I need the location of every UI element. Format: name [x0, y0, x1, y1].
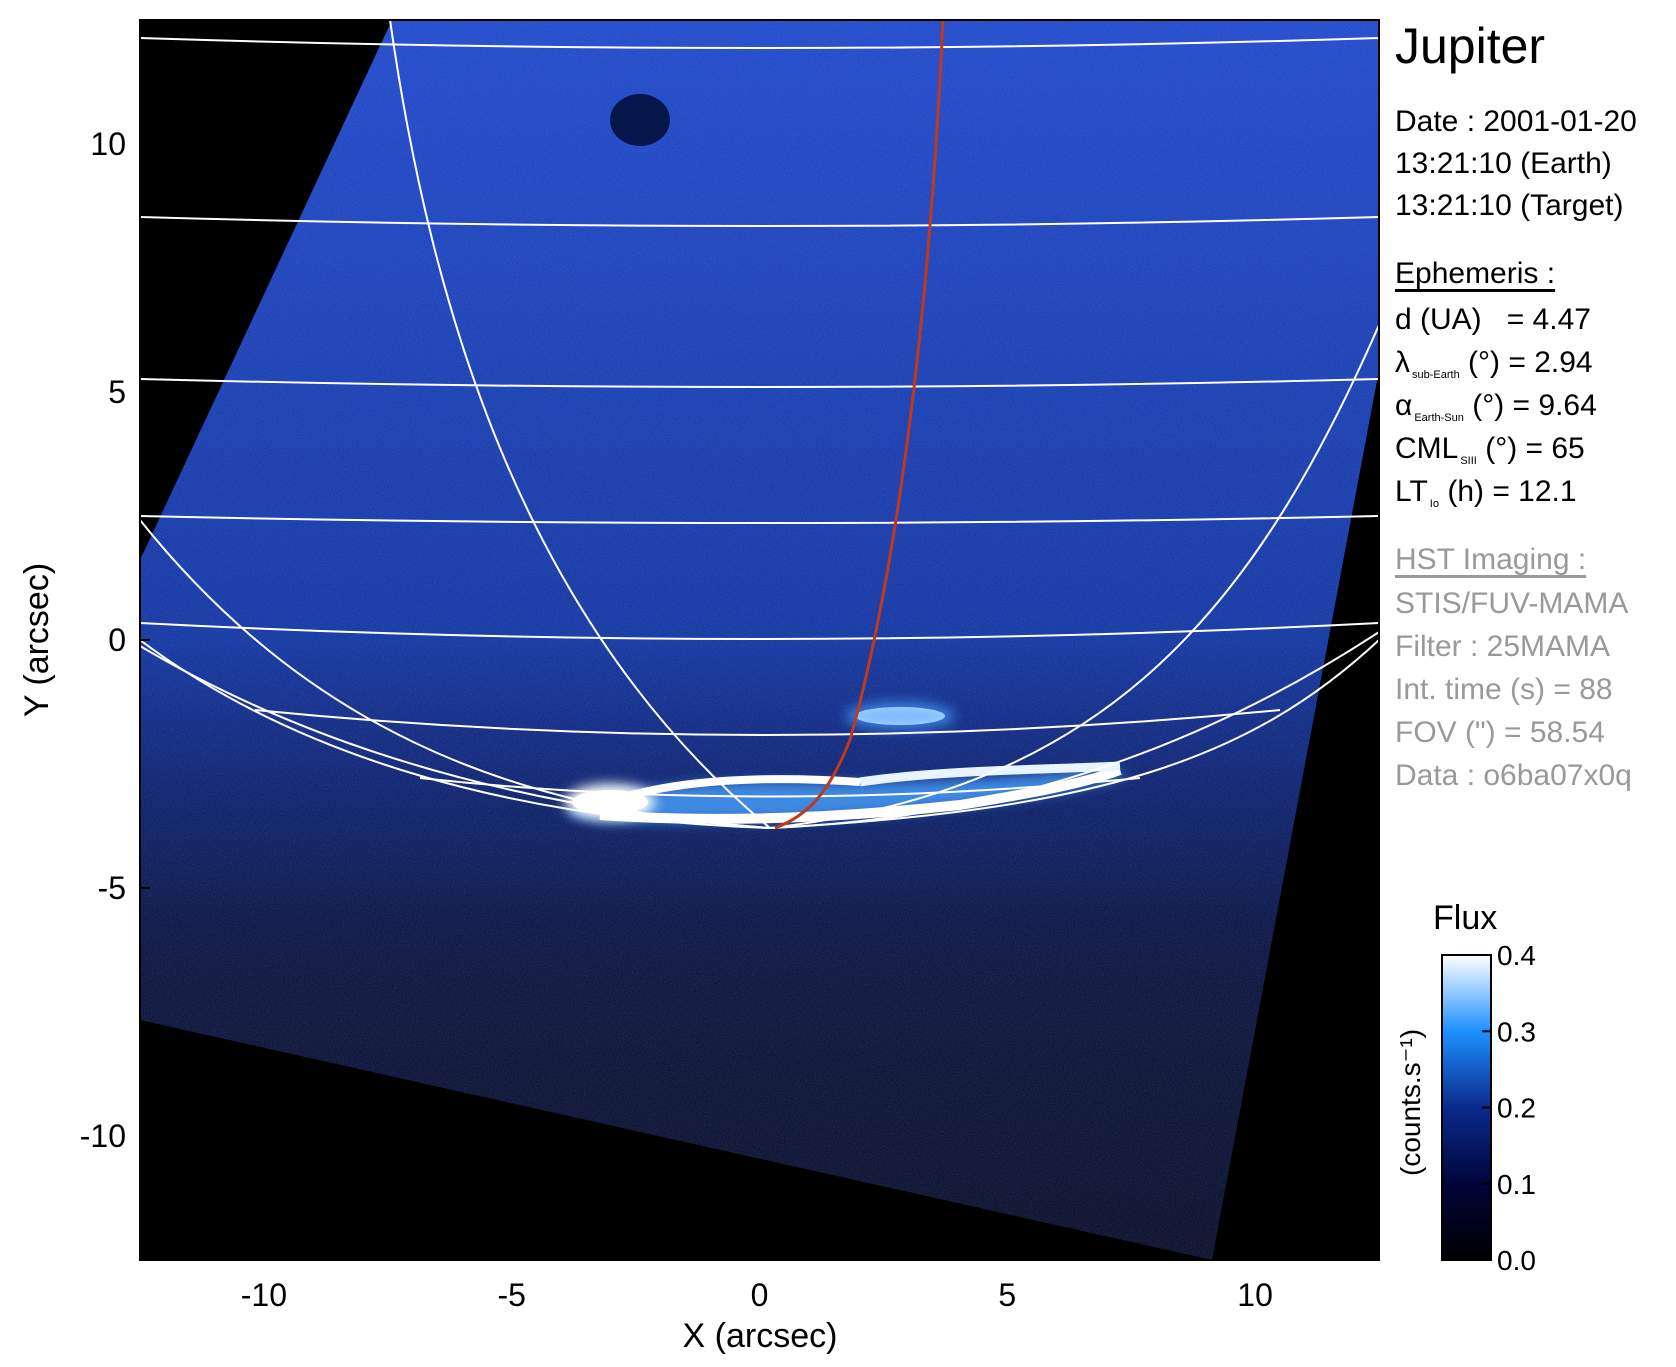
cml-symbol: CML: [1395, 432, 1459, 465]
colorbar-tick-label: 0.2: [1497, 1093, 1536, 1124]
int-time-text: Int. time (s) = 88: [1395, 673, 1613, 706]
y-tick-label: 0: [108, 622, 126, 658]
colorbar-tick-label: 0.1: [1497, 1169, 1536, 1200]
fov-text: FOV (") = 58.54: [1395, 716, 1605, 749]
y-tick-label: -5: [98, 870, 126, 906]
ephemeris-cml: CML SIII (°) = 65: [1395, 431, 1585, 473]
longitude-grid: [140, 20, 1379, 829]
lambda-symbol: λ: [1395, 346, 1410, 379]
x-axis-label: X (arcsec): [683, 1317, 838, 1355]
ephemeris-lt: LT Io (h) = 12.1: [1395, 474, 1577, 516]
ephemeris-distance: d (UA) = 4.47: [1395, 302, 1591, 338]
alpha-value: (°) = 9.64: [1472, 389, 1597, 422]
date-text: Date : 2001-01-20: [1395, 105, 1637, 138]
colorbar-ticks: 0.0 0.1 0.2 0.3 0.4: [1482, 940, 1536, 1276]
alpha-subscript: Earth-Sun: [1414, 412, 1464, 424]
moon-shadow: [610, 94, 670, 146]
colorbar-tick-label: 0.3: [1497, 1016, 1536, 1047]
time-target-text: 13:21:10 (Target): [1395, 189, 1624, 222]
y-axis: -10 -5 0 5 10: [80, 126, 150, 1154]
cml-value: (°) = 65: [1485, 432, 1585, 465]
data-id-text: Data : o6ba07x0q: [1395, 759, 1632, 792]
y-tick-label: 10: [90, 126, 126, 162]
ephemeris-lambda: λ sub-Earth (°) = 2.94: [1395, 345, 1593, 387]
y-tick-label: 5: [108, 374, 126, 410]
x-axis: -10 -5 0 5 10: [241, 1250, 1273, 1313]
alpha-symbol: α: [1395, 389, 1413, 422]
x-tick-label: 5: [998, 1277, 1016, 1313]
distance-value: = 4.47: [1506, 303, 1591, 336]
ephemeris-alpha: α Earth-Sun (°) = 9.64: [1395, 388, 1597, 430]
colorbar-tick-label: 0.0: [1497, 1245, 1536, 1276]
colorbar-title: Flux: [1433, 899, 1498, 937]
time-earth-text: 13:21:10 (Earth): [1395, 147, 1612, 180]
y-axis-label: Y (arcsec): [18, 563, 56, 717]
x-tick-label: -5: [497, 1277, 525, 1313]
instrument-text: STIS/FUV-MAMA: [1395, 587, 1629, 620]
x-tick-label: -10: [241, 1277, 287, 1313]
colorbar-tick-label: 0.4: [1497, 940, 1536, 971]
uv-image: [140, 20, 1379, 1260]
lt-subscript: Io: [1429, 498, 1439, 510]
colorbar-unit-label: (counts.s⁻¹): [1395, 1028, 1426, 1176]
distance-label: d (UA): [1395, 303, 1482, 336]
y-tick-label: -10: [80, 1118, 126, 1154]
cml-subscript: SIII: [1460, 455, 1477, 467]
lambda-value: (°) = 2.94: [1468, 346, 1593, 379]
x-tick-label: 0: [751, 1277, 769, 1313]
hst-heading: HST Imaging :: [1395, 543, 1587, 576]
lt-symbol: LT: [1395, 475, 1428, 508]
lambda-subscript: sub-Earth: [1412, 369, 1460, 381]
image-noise: [140, 20, 1379, 1260]
x-tick-label: 10: [1237, 1277, 1273, 1313]
ephemeris-heading: Ephemeris :: [1395, 257, 1556, 290]
central-meridian-line: [774, 20, 945, 830]
filter-text: Filter : 25MAMA: [1395, 630, 1611, 663]
planet-title: Jupiter: [1395, 18, 1546, 74]
lt-value: (h) = 12.1: [1447, 475, 1577, 508]
info-panel: Jupiter Date : 2001-01-20 13:21:10 (Eart…: [1395, 0, 1676, 1367]
